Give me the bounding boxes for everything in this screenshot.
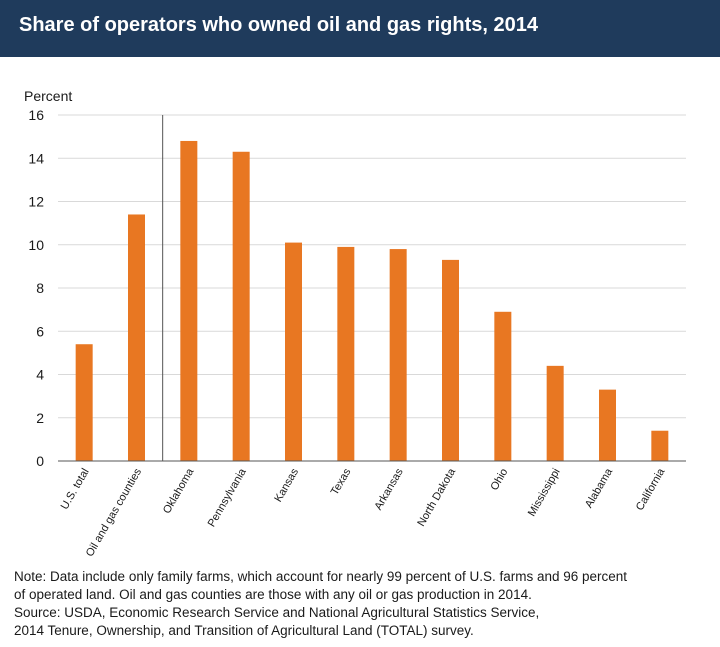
- y-tick-label: 6: [36, 323, 44, 339]
- bar: [337, 246, 355, 461]
- y-tick-label: 10: [28, 237, 44, 253]
- x-tick-label: North Dakota: [415, 466, 458, 529]
- x-tick-label: Oklahoma: [161, 466, 197, 516]
- x-tick-label: Alabama: [583, 466, 616, 510]
- note-line-3: Source: USDA, Economic Research Service …: [14, 605, 540, 620]
- x-tick-label: Pennsylvania: [206, 466, 250, 529]
- x-tick-label: Mississippi: [526, 467, 563, 519]
- bar: [494, 311, 512, 461]
- bar: [128, 214, 145, 461]
- bar: [232, 151, 250, 461]
- bar: [442, 259, 459, 461]
- bar: [285, 242, 302, 461]
- bar: [651, 430, 669, 461]
- y-tick-label: 2: [36, 410, 44, 426]
- y-tick-label: 0: [36, 453, 44, 469]
- chart-title: Share of operators who owned oil and gas…: [19, 14, 538, 36]
- x-tick-label: Ohio: [488, 467, 510, 493]
- chart-note: Note: Data include only family farms, wh…: [14, 568, 714, 640]
- y-tick-label: 12: [28, 194, 44, 210]
- note-line-1: Note: Data include only family farms, wh…: [14, 569, 628, 584]
- bar: [75, 344, 93, 461]
- x-tick-label: Arkansas: [372, 466, 406, 512]
- y-tick-label: 16: [28, 107, 44, 123]
- y-tick-label: 4: [36, 367, 44, 383]
- note-line-4: 2014 Tenure, Ownership, and Transition o…: [14, 623, 474, 638]
- bar: [546, 365, 564, 461]
- bar: [389, 249, 407, 461]
- x-tick-label: California: [634, 466, 668, 513]
- bar: [599, 389, 616, 461]
- x-tick-label: Kansas: [272, 466, 301, 504]
- note-line-2: of operated land. Oil and gas counties a…: [14, 587, 532, 602]
- x-tick-label: Oil and gas counties: [84, 466, 144, 559]
- bar: [180, 140, 198, 461]
- gridlines: [58, 114, 686, 419]
- title-bar: Share of operators who owned oil and gas…: [0, 0, 720, 57]
- y-tick-label: 8: [36, 280, 44, 296]
- y-tick-label: 14: [28, 150, 44, 166]
- x-tick-label: U.S. total: [59, 467, 92, 512]
- y-axis-label: Percent: [24, 88, 72, 104]
- x-tick-label: Texas: [329, 466, 354, 497]
- bars: [75, 140, 669, 461]
